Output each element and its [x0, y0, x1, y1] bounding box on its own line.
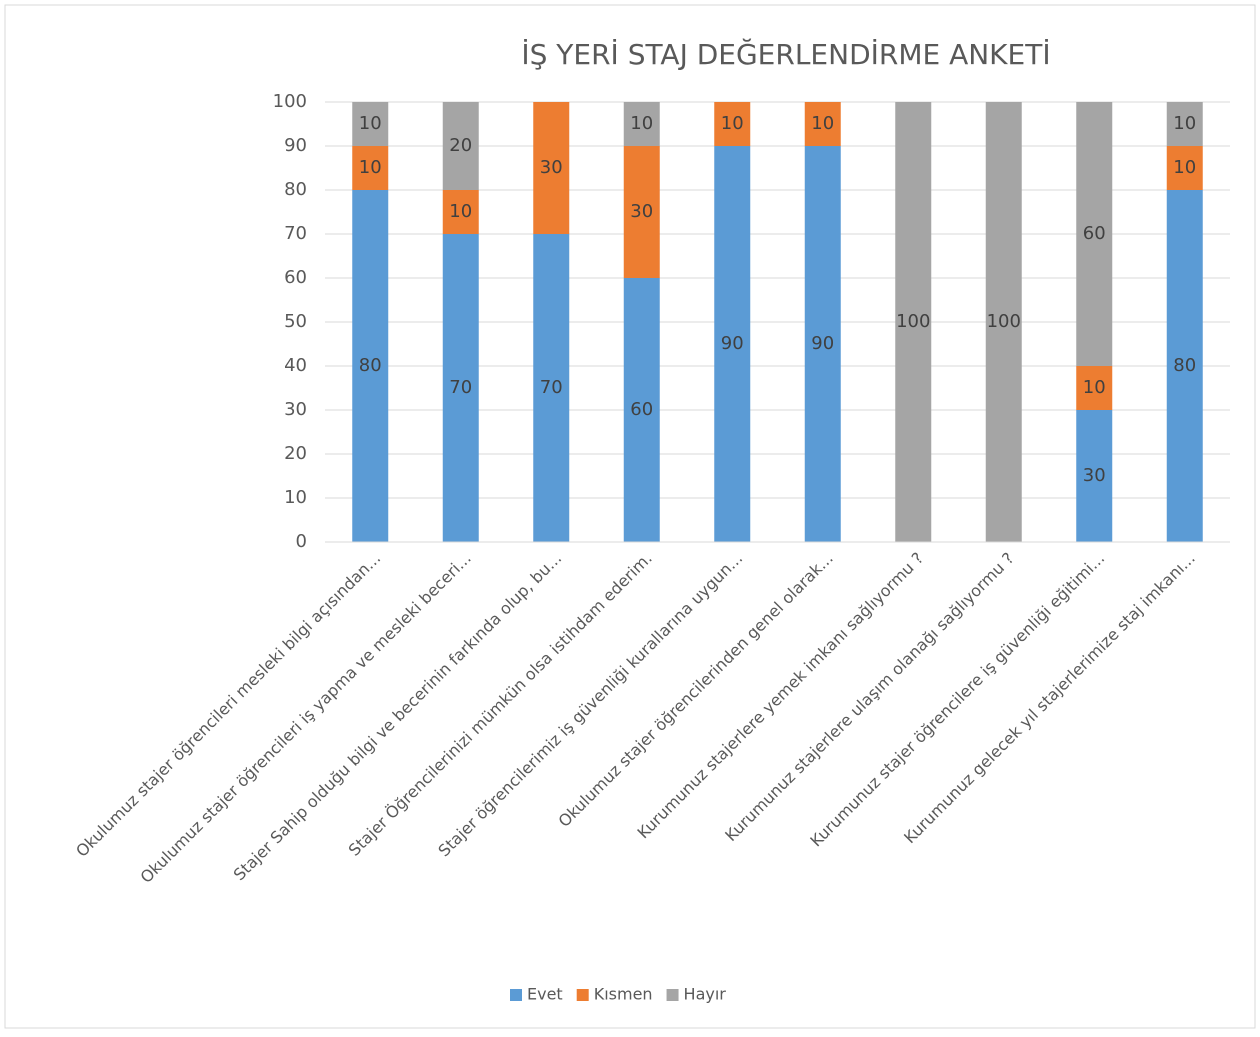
- bar-segment: [1166, 102, 1203, 146]
- data-label: 30: [1083, 465, 1106, 486]
- legend-label: Hayır: [684, 985, 727, 1004]
- bar-segment: [1166, 146, 1203, 190]
- bar-segment: [1076, 102, 1113, 366]
- y-tick-label: 90: [284, 135, 307, 156]
- data-label: 10: [630, 113, 653, 134]
- bar-segment: [442, 190, 479, 234]
- y-tick-label: 30: [284, 399, 307, 420]
- y-tick-label: 60: [284, 267, 307, 288]
- bar-segment: [352, 146, 389, 190]
- y-tick-label: 10: [284, 487, 307, 508]
- data-label: 60: [1083, 223, 1106, 244]
- data-label: 10: [1083, 377, 1106, 398]
- y-tick-label: 40: [284, 355, 307, 376]
- bar-segment: [804, 102, 841, 146]
- bar-segment: [1076, 410, 1113, 542]
- data-label: 10: [1173, 113, 1196, 134]
- data-label: 80: [359, 355, 382, 376]
- bar-segment: [714, 102, 751, 146]
- y-tick-label: 100: [273, 91, 307, 112]
- data-label: 80: [1173, 355, 1196, 376]
- legend-label: Kısmen: [594, 985, 653, 1004]
- data-label: 90: [721, 333, 744, 354]
- bar-segment: [442, 102, 479, 190]
- legend-label: Evet: [527, 985, 563, 1004]
- y-tick-label: 20: [284, 443, 307, 464]
- bar-segment: [352, 102, 389, 146]
- bar-segment: [623, 102, 660, 146]
- legend-swatch: [666, 989, 679, 1001]
- data-label: 70: [449, 377, 472, 398]
- chart-title: İŞ YERİ STAJ DEĞERLENDİRME ANKETİ: [521, 37, 1050, 71]
- bar-segment: [895, 102, 932, 542]
- data-label: 10: [359, 113, 382, 134]
- data-label: 30: [540, 157, 563, 178]
- data-label: 100: [896, 311, 930, 332]
- bar-segment: [804, 146, 841, 542]
- data-label: 100: [987, 311, 1021, 332]
- data-label: 10: [449, 201, 472, 222]
- y-tick-label: 80: [284, 179, 307, 200]
- bar-segment: [1076, 366, 1113, 410]
- y-tick-label: 0: [296, 531, 307, 552]
- data-label: 30: [630, 201, 653, 222]
- data-label: 70: [540, 377, 563, 398]
- bar-segment: [623, 278, 660, 542]
- data-label: 90: [811, 333, 834, 354]
- data-label: 60: [630, 399, 653, 420]
- y-tick-label: 50: [284, 311, 307, 332]
- bar-segment: [533, 234, 570, 542]
- legend-swatch: [510, 989, 522, 1001]
- data-label: 10: [1173, 157, 1196, 178]
- bar-segment: [533, 102, 570, 234]
- bar-segment: [714, 146, 751, 542]
- bar-segment: [352, 190, 389, 542]
- bar-segment: [623, 146, 660, 278]
- data-label: 10: [359, 157, 382, 178]
- data-label: 10: [721, 113, 744, 134]
- data-label: 10: [811, 113, 834, 134]
- y-tick-label: 70: [284, 223, 307, 244]
- bar-segment: [985, 102, 1022, 542]
- data-label: 20: [449, 135, 472, 156]
- legend-swatch: [576, 989, 589, 1001]
- bar-segment: [442, 234, 479, 542]
- bar-segment: [1166, 190, 1203, 542]
